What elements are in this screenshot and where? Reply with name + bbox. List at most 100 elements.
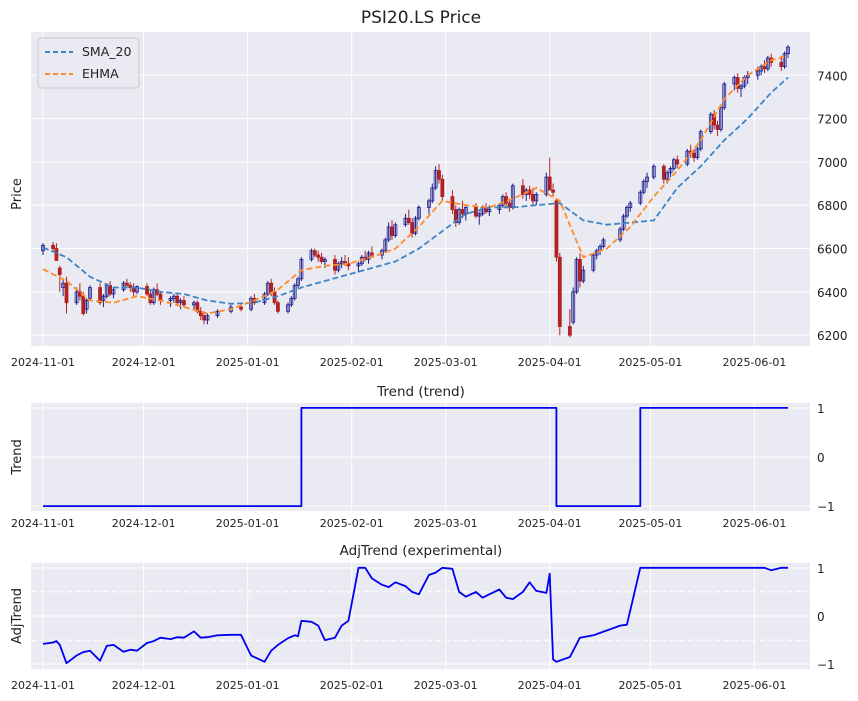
candle-body [121, 282, 126, 291]
candle-body [762, 66, 767, 70]
candle-body [312, 250, 317, 256]
candle-body [477, 213, 482, 217]
x-tick-label: 2024-12-01 [112, 356, 176, 369]
adjtrend-panel: AdjTrend (experimental) −101 2024-11-01 2… [10, 543, 835, 692]
candle-body [51, 244, 55, 249]
y-tick-label: 7400 [817, 69, 848, 83]
candle-body [416, 207, 421, 219]
candle-body [406, 217, 411, 223]
candle-body [427, 200, 431, 208]
candle-body [64, 282, 69, 304]
candle-body [81, 295, 86, 314]
candle-body [74, 291, 79, 304]
candle-body [594, 250, 599, 256]
candle-body [628, 202, 633, 208]
x-tick-label: 2025-04-01 [518, 356, 582, 369]
candle-body [625, 207, 629, 217]
x-tick-label: 2025-04-01 [518, 679, 582, 692]
candle-body [175, 295, 180, 304]
candle-body [487, 209, 492, 213]
x-tick-label: 2025-05-01 [618, 679, 682, 692]
candle-body [289, 297, 294, 306]
candle-body [101, 295, 106, 301]
candle-body [316, 254, 321, 258]
candle-body [591, 254, 596, 271]
x-tick-label: 2025-01-01 [216, 356, 280, 369]
candle-body [718, 107, 723, 130]
candle-body [739, 85, 743, 89]
x-tick-label: 2024-11-01 [11, 679, 75, 692]
candle-body [547, 176, 552, 191]
x-tick-label: 2025-03-01 [414, 679, 478, 692]
y-tick-label: 1 [817, 402, 825, 416]
y-tick-label: −1 [817, 500, 835, 514]
y-tick-label: 7000 [817, 156, 848, 170]
candle-body [269, 282, 274, 293]
candle-body [380, 250, 384, 256]
candle-body [84, 300, 89, 310]
adjtrend-x-ticks: 2024-11-01 2024-12-01 2025-01-01 2025-02-01… [11, 679, 786, 692]
x-tick-label: 2025-04-01 [518, 517, 582, 530]
x-tick-label: 2025-05-01 [618, 517, 682, 530]
candle-body [383, 239, 388, 252]
x-tick-label: 2025-02-01 [320, 517, 384, 530]
legend-box [37, 37, 140, 89]
candle-body [735, 77, 740, 89]
y-tick-label: 6400 [817, 286, 848, 300]
y-tick-label: 0 [817, 610, 825, 624]
candle-body [198, 310, 203, 317]
candle-body [685, 150, 690, 165]
x-tick-label: 2025-03-01 [414, 517, 478, 530]
candle-body [557, 256, 562, 327]
candle-body [440, 178, 445, 197]
candle-body [124, 282, 129, 286]
candle-body [457, 209, 462, 223]
candle-body [239, 306, 243, 310]
candle-body [57, 267, 62, 275]
candle-body [534, 194, 539, 202]
adjtrend-y-axis-label: AdjTrend [10, 588, 25, 644]
candle-body [276, 302, 280, 312]
candle-body [215, 310, 220, 317]
candle-body [571, 291, 576, 323]
trend-chart-title: Trend (trend) [376, 384, 465, 400]
candle-body [430, 187, 435, 202]
candle-body [460, 209, 465, 215]
candle-body [554, 200, 559, 258]
candle-body [151, 289, 156, 304]
adjtrend-y-ticks: −1 0 1 [817, 562, 835, 672]
legend-sma-label: SMA_20 [82, 44, 131, 59]
candle-body [651, 165, 656, 178]
candle-body [692, 152, 696, 159]
candle-body [319, 256, 324, 262]
candle-body [675, 159, 680, 165]
adjtrend-chart-title: AdjTrend (experimental) [340, 543, 503, 559]
trend-y-axis-label: Trend [10, 439, 25, 476]
candle-body [286, 304, 290, 312]
series-line-ehma [42, 54, 789, 315]
candle-body [393, 224, 398, 236]
candle-body [369, 252, 374, 256]
x-tick-label: 2025-06-01 [722, 679, 786, 692]
trend-lines [43, 406, 788, 508]
candle-body [356, 263, 361, 267]
price-panel: PSI20.LS Price 6200 6400 6600 6800 7000 7200 7… [10, 8, 848, 369]
candle-body [292, 284, 297, 299]
x-tick-label: 2025-06-01 [722, 356, 786, 369]
price-candles [41, 44, 790, 338]
candle-body [779, 61, 784, 68]
x-tick-label: 2025-06-01 [722, 517, 786, 530]
candle-body [168, 297, 173, 301]
candle-body [601, 239, 606, 247]
candle-body [641, 181, 646, 193]
candle-body [463, 207, 468, 215]
candle-body [504, 196, 509, 204]
x-tick-label: 2025-01-01 [216, 517, 280, 530]
x-tick-label: 2024-11-01 [11, 356, 75, 369]
candle-body [715, 124, 720, 130]
adjtrend-lines [42, 566, 788, 665]
x-tick-label: 2025-05-01 [618, 356, 682, 369]
candle-body [755, 70, 760, 76]
candle-body [346, 263, 351, 267]
candle-body [665, 172, 670, 180]
